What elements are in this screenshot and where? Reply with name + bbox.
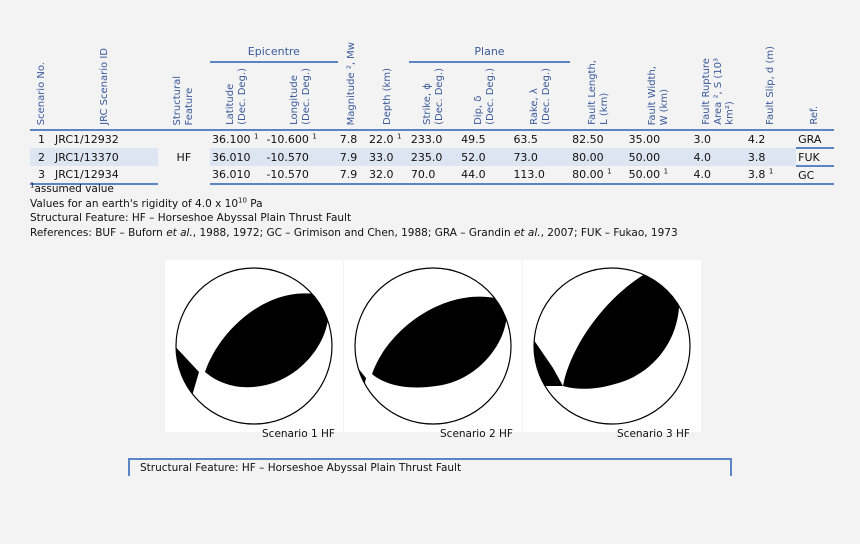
cell-mag: 7.9: [337, 166, 368, 185]
cell-lon: -10.570: [264, 148, 338, 166]
header-fault-slip: Fault Slip, d (m): [765, 46, 777, 125]
cell-mag: 7.8: [339, 133, 358, 146]
cell-id: JRC1/13370: [53, 148, 158, 166]
cell-length: 82.50: [572, 133, 604, 146]
note-rigidity: Values for an earth's rigidity of 4.0 x …: [30, 196, 263, 210]
beachball-diagram: [533, 267, 691, 425]
cell-lat: 36.010: [210, 166, 265, 185]
cell-no: 1: [38, 133, 45, 146]
figure-caption-1: Scenario 1 HF: [262, 428, 335, 440]
cell-dip: 44.0: [459, 166, 512, 185]
header-scenario-no: Scenario No.: [35, 61, 47, 125]
cell-lat: 36.010: [210, 148, 265, 166]
beachball-diagram: [175, 267, 333, 425]
header-latitude: Latitude (Dec. Deg.): [225, 68, 249, 125]
header-depth: Depth (km): [382, 68, 394, 125]
cell-area: 3.0: [693, 133, 711, 146]
cell-lon: -10.570: [264, 166, 338, 185]
header-group-plane: Plane: [408, 36, 571, 63]
header-ref: Ref.: [809, 106, 821, 125]
beachball-figure-1: [165, 260, 343, 432]
header-longitude: Longitude (Dec. Deg.): [289, 68, 313, 125]
cell-lat: 36.100 1: [212, 132, 259, 146]
cell-depth: 22.0 1: [369, 132, 402, 146]
cell-depth: 33.0: [367, 148, 409, 166]
cell-dip: 52.0: [459, 148, 512, 166]
cell-rake: 63.5: [513, 133, 538, 146]
scenario-table: Scenario No. JRC Scenario ID Structural …: [30, 36, 834, 185]
cell-structural-feature: HF: [176, 151, 192, 164]
header-dip: Dip, δ (Dec. Deg.): [473, 68, 497, 125]
cell-strike: 70.0: [408, 166, 460, 185]
cell-length: 80.00 1: [570, 166, 627, 185]
cell-slip: 4.2: [747, 133, 766, 146]
cell-width: 50.00: [626, 148, 692, 166]
cell-rake: 73.0: [511, 148, 571, 166]
cell-id: JRC1/12932: [55, 133, 119, 146]
table-row: 1 JRC1/12932 HF 36.100 1 -10.600 1 7.8 2…: [30, 130, 834, 165]
cell-no: 3: [30, 166, 54, 185]
cell-ref: GRA: [798, 132, 822, 146]
header-fault-width: Fault Width, W (km): [647, 65, 671, 125]
header-fault-area: Fault Rupture Area ², S (10³ km²): [701, 58, 736, 125]
beachball-figure-2: [344, 260, 522, 432]
cell-ref: FUK: [796, 147, 834, 167]
header-group-epicentre: Epicentre: [210, 36, 338, 63]
cell-area: 4.0: [691, 148, 746, 166]
cell-id: JRC1/12934: [53, 166, 158, 185]
header-rake: Rake, λ (Dec. Deg.): [528, 68, 552, 125]
figure-caption-2: Scenario 2 HF: [440, 428, 513, 440]
cell-length: 80.00: [570, 148, 627, 166]
cell-lon: -10.600 1: [266, 132, 317, 146]
table-notes: 1assumed value Values for an earth's rig…: [30, 182, 678, 240]
header-scenario-id: JRC Scenario ID: [99, 48, 111, 125]
cell-width: 35.00: [628, 133, 661, 146]
table-row: 3 JRC1/12934 36.010 -10.570 7.9 32.0 70.…: [30, 166, 834, 185]
cell-strike: 233.0: [410, 133, 443, 146]
header-strike: Strike, ϕ (Dec. Deg.): [422, 68, 445, 125]
figure-caption-3: Scenario 3 HF: [617, 428, 690, 440]
note-references: References: BUF – Buforn et al., 1988, 1…: [30, 226, 678, 239]
header-magnitude: Magnitude ², Mw: [346, 41, 358, 125]
cell-ref: GC: [796, 166, 834, 185]
bottom-caption: Structural Feature: HF – Horseshoe Abyss…: [140, 462, 462, 474]
beachball-diagram: [354, 267, 512, 425]
cell-dip: 49.5: [461, 133, 486, 146]
cell-width: 50.00 1: [626, 166, 692, 185]
cell-strike: 235.0: [408, 148, 460, 166]
cell-area: 4.0: [691, 166, 746, 185]
note-structural-feature: Structural Feature: HF – Horseshoe Abyss…: [30, 212, 352, 225]
cell-mag: 7.9: [337, 148, 368, 166]
header-structural-feature: Structural Feature: [172, 75, 195, 126]
note-assumed: 1assumed value: [30, 181, 114, 195]
cell-slip: 3.8 1: [745, 166, 797, 185]
table-row: 2 JRC1/13370 36.010 -10.570 7.9 33.0 235…: [30, 147, 834, 167]
cell-rake: 113.0: [511, 166, 571, 185]
cell-no: 2: [30, 148, 54, 166]
header-fault-length: Fault Length, L (km): [586, 60, 610, 125]
beachball-figure-3: [523, 260, 701, 432]
cell-slip: 3.8: [745, 148, 797, 166]
cell-depth: 32.0: [367, 166, 409, 185]
bottom-caption-box: Structural Feature: HF – Horseshoe Abyss…: [128, 458, 732, 476]
